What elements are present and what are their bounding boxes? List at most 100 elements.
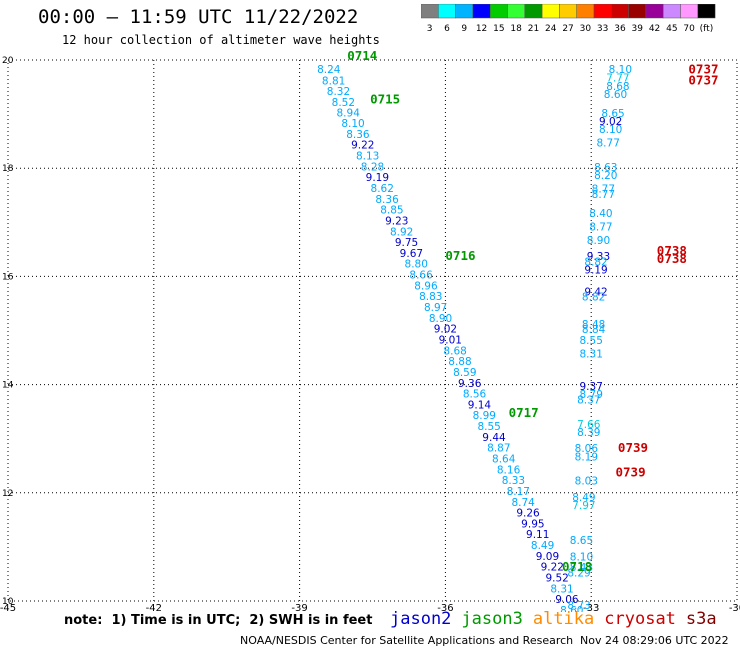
data-point-label: 8.43	[570, 562, 593, 574]
data-point-label: 8.60	[604, 89, 627, 101]
data-point-label: 8.64	[492, 454, 516, 466]
colorbar-label: (ft)	[700, 24, 714, 34]
satellite-legend-s3a: s3a	[685, 609, 717, 629]
data-point-label: 9.36	[458, 378, 482, 390]
y-tick-label: 18	[2, 164, 14, 174]
data-point-label: 9.02	[434, 324, 457, 336]
pass-time-annotation: 0738	[657, 251, 687, 266]
data-point-label: 8.77	[592, 184, 615, 196]
data-point-label: 8.10	[570, 551, 593, 563]
data-point-label: 9.09	[536, 551, 559, 563]
y-tick-label: 16	[2, 272, 14, 282]
colorbar-label: 9	[461, 24, 467, 34]
data-point-label: 9.52	[545, 573, 568, 585]
data-point-label: 8.63	[594, 162, 617, 174]
data-point-label: 8.39	[577, 427, 600, 439]
data-point-label: 8.92	[390, 226, 413, 238]
data-point-label: 7.77	[606, 73, 629, 85]
footer-note: note: 1) Time is in UTC; 2) SWH is in fe…	[64, 613, 373, 628]
data-point-label: 8.03	[575, 476, 598, 488]
data-point-label: 8.28	[361, 161, 384, 173]
data-point-label: 8.74	[511, 497, 535, 509]
colorbar-label: 12	[476, 24, 487, 34]
data-point-label: 8.97	[424, 302, 447, 314]
data-point-label: 8.66	[409, 270, 433, 282]
x-tick-label: -45	[0, 603, 16, 612]
data-point-label: 9.22	[541, 562, 564, 574]
colorbar-swatch	[697, 4, 716, 19]
data-point-label: 8.10	[341, 118, 364, 130]
data-point-label: 8.10	[609, 64, 632, 76]
data-point-label: 8.84	[582, 324, 606, 336]
colorbar-label: 30	[580, 24, 592, 34]
data-point-label: 9.75	[395, 237, 418, 249]
x-tick-label: -39	[291, 603, 307, 612]
data-point-label: 8.65	[601, 108, 624, 120]
data-point-label: 8.16	[497, 464, 521, 476]
data-point-label: 9.26	[516, 508, 540, 520]
colorbar-label: 15	[493, 24, 504, 34]
data-point-label: 9.06	[555, 594, 579, 606]
y-tick-label: 10	[2, 597, 14, 607]
data-point-label: 9.19	[584, 265, 607, 277]
data-point-label: 9.02	[599, 116, 622, 128]
footer-timestamp: Nov 24 08:29:06 UTC 2022	[580, 634, 729, 647]
x-tick-label: -42	[146, 603, 162, 612]
y-tick-label: 12	[2, 489, 13, 499]
footer-credit: NOAA/NESDIS Center for Satellite Applica…	[240, 634, 574, 647]
satellite-legend-jason3: jason3	[461, 609, 523, 629]
data-point-label: 8.20	[594, 170, 617, 182]
data-point-label: 9.95	[521, 518, 544, 530]
pass-time-annotation: 0739	[616, 465, 646, 480]
data-point-label: 7.97	[572, 500, 595, 512]
data-point-label: 8.59	[453, 367, 476, 379]
data-point-label: 8.81	[322, 75, 345, 87]
data-point-label: 8.06	[575, 443, 599, 455]
data-point-label: 8.94	[337, 107, 361, 119]
data-point-label: 8.52	[332, 97, 355, 109]
colorbar-label: 33	[597, 24, 608, 34]
satellite-legend: jason2 jason3 altika cryosat s3a	[390, 609, 727, 629]
data-point-label: 8.73	[567, 600, 590, 612]
data-point-label: 9.67	[400, 248, 423, 260]
colorbar-label: 21	[528, 24, 539, 34]
data-point-label: 8.36	[346, 129, 370, 141]
data-point-label: 8.90	[429, 313, 452, 325]
data-point-label: 8.37	[577, 395, 600, 407]
data-point-label: 9.22	[351, 140, 374, 152]
data-point-label: 8.85	[380, 205, 403, 217]
data-point-label: 8.88	[448, 356, 471, 368]
colorbar-label: 45	[666, 24, 677, 34]
data-point-label: 7.66	[577, 419, 601, 431]
data-point-label: 8.87	[487, 443, 510, 455]
chart-subtitle: 12 hour collection of altimeter wave hei…	[62, 33, 380, 47]
data-point-label: 8.80	[405, 259, 428, 271]
colorbar-label: 3	[427, 24, 433, 34]
data-point-label: 8.32	[327, 86, 350, 98]
data-point-label: 8.24	[317, 64, 341, 76]
data-point-label: 9.19	[366, 172, 389, 184]
data-point-label: 8.82	[582, 292, 605, 304]
data-point-label: 8.60	[560, 605, 583, 612]
data-point-label: 8.68	[443, 345, 466, 357]
data-point-label: 8.10	[599, 124, 622, 136]
pass-time-annotation: 0716	[445, 248, 475, 263]
y-tick-label: 20	[2, 56, 14, 66]
colorbar-label: 27	[562, 24, 573, 34]
data-point-label: 8.49	[572, 492, 595, 504]
satellite-legend-jason2: jason2	[390, 609, 452, 629]
pass-time-annotation: 0739	[618, 440, 648, 455]
pass-time-annotation: 0718	[562, 559, 592, 574]
colorbar-label: 18	[510, 24, 522, 34]
data-point-label: 8.17	[507, 486, 530, 498]
chart-title: 00:00 – 11:59 UTC 11/22/2022	[38, 6, 359, 28]
colorbar-label: 36	[614, 24, 626, 34]
x-tick-label: -36	[437, 603, 453, 612]
data-point-label: 8.48	[582, 319, 605, 331]
data-point-label: 9.11	[526, 529, 549, 541]
data-point-label: 9.33	[587, 251, 610, 263]
y-tick-label: 14	[2, 381, 14, 391]
data-point-label: 8.56	[463, 389, 487, 401]
data-point-label: 8.36	[375, 194, 399, 206]
data-point-label: 9.44	[482, 432, 506, 444]
